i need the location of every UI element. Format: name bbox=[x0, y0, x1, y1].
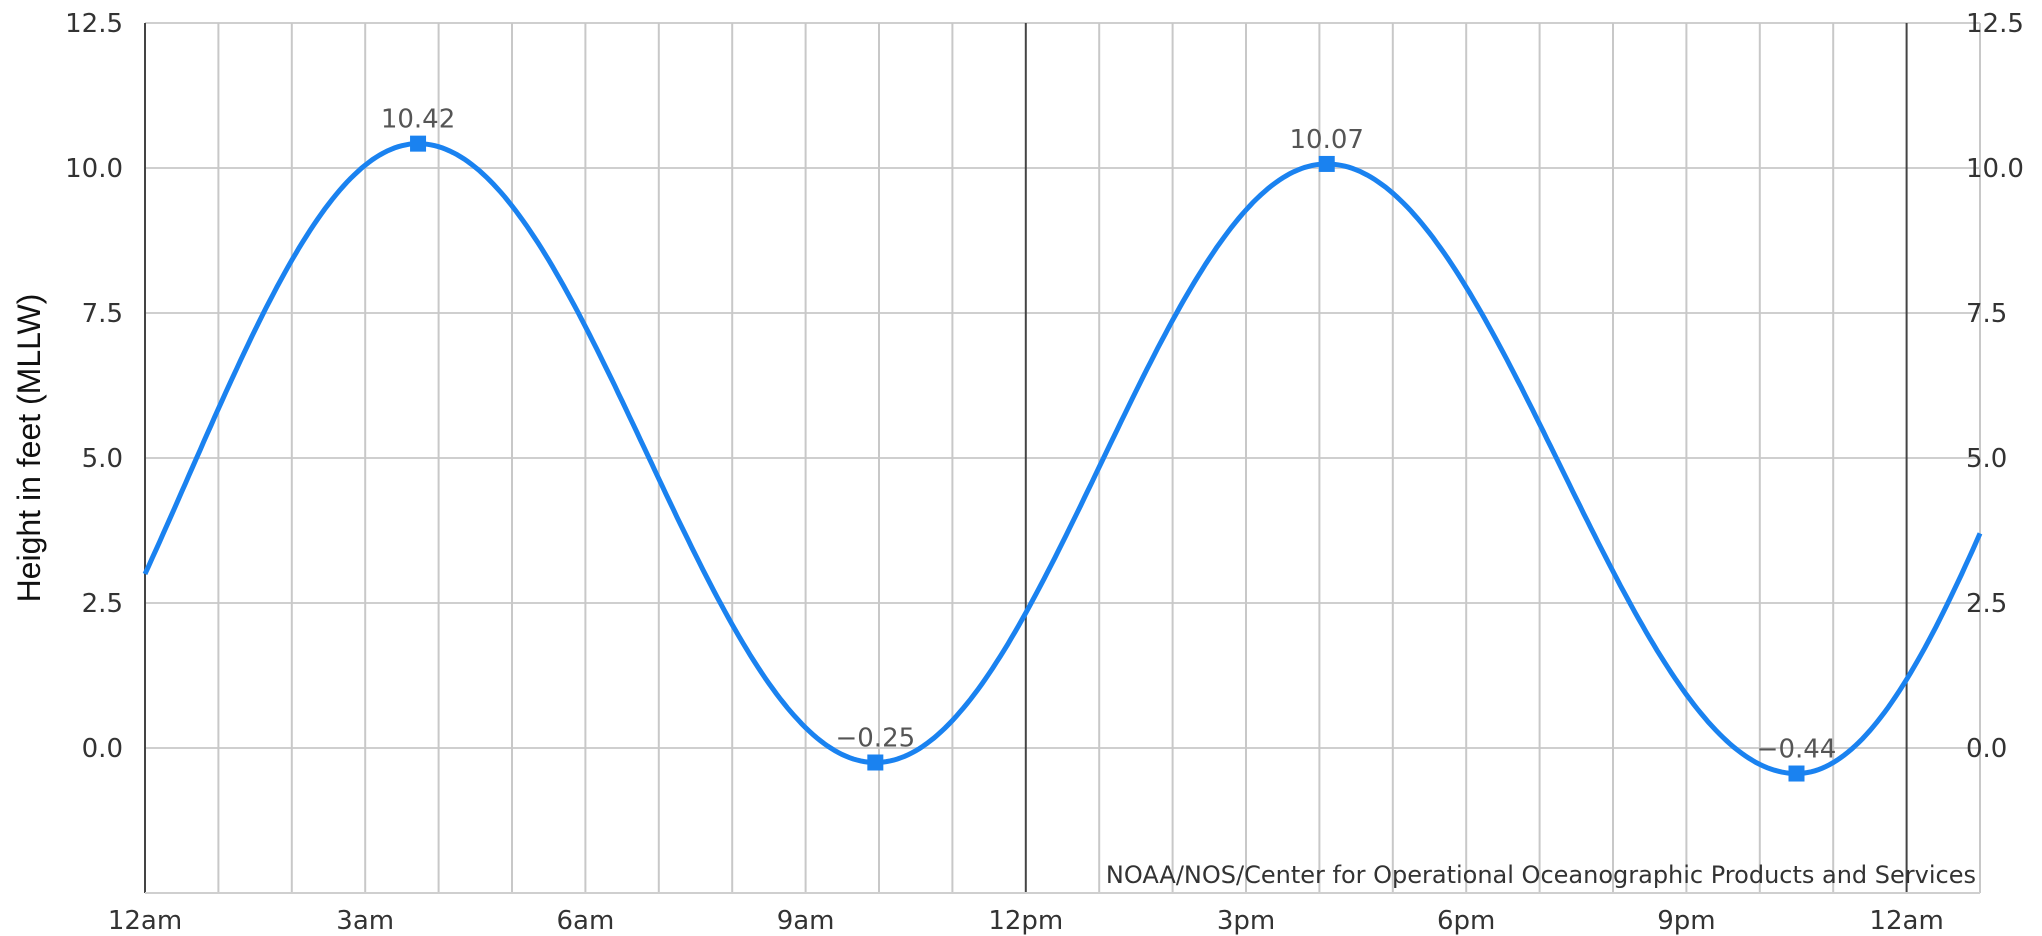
y-tick-label-right: 7.5 bbox=[1966, 299, 2007, 329]
chart-grid bbox=[144, 22, 1981, 894]
y-tick-label-right: 2.5 bbox=[1966, 589, 2007, 619]
y-tick-label-left: 0.0 bbox=[82, 734, 123, 764]
x-tick-label: 3am bbox=[336, 906, 394, 936]
x-tick-label: 3pm bbox=[1217, 906, 1275, 936]
x-tick-label: 12am bbox=[108, 906, 182, 936]
y-tick-label-right: 5.0 bbox=[1966, 444, 2007, 474]
y-tick-label-left: 10.0 bbox=[65, 154, 123, 184]
extreme-label: 10.07 bbox=[1290, 125, 1364, 155]
extreme-label: 10.42 bbox=[381, 105, 455, 135]
y-tick-label-left: 5.0 bbox=[82, 444, 123, 474]
chart-labels: 0.0 0.0 2.5 2.5 5.0 5.0 7.5 7.5 10.0 10.0 12.5 12.5… bbox=[65, 9, 2024, 936]
y-tick-label-left: 12.5 bbox=[65, 9, 123, 39]
extreme-marker bbox=[410, 135, 427, 152]
extreme-marker bbox=[1318, 155, 1335, 172]
credit-text: NOAA/NOS/Center for Operational Oceanogr… bbox=[1106, 861, 1976, 889]
chart-markers bbox=[410, 135, 1805, 782]
y-tick-label-left: 7.5 bbox=[82, 299, 123, 329]
x-tick-label: 9am bbox=[777, 906, 835, 936]
chart-series bbox=[142, 141, 1983, 777]
x-tick-label: 9pm bbox=[1657, 906, 1715, 936]
x-tick-label: 12am bbox=[1869, 906, 1943, 936]
y-tick-label-right: 0.0 bbox=[1966, 734, 2007, 764]
extreme-marker bbox=[867, 754, 884, 771]
x-tick-label: 12pm bbox=[988, 906, 1063, 936]
extreme-label: −0.44 bbox=[1757, 735, 1837, 765]
extreme-marker bbox=[1788, 765, 1805, 782]
y-axis-label: Height in feet (MLLW) bbox=[11, 294, 47, 603]
extreme-label: −0.25 bbox=[835, 724, 915, 754]
y-tick-label-left: 2.5 bbox=[82, 589, 123, 619]
tide-line bbox=[142, 141, 1983, 777]
x-tick-label: 6am bbox=[556, 906, 614, 936]
y-tick-label-right: 12.5 bbox=[1966, 9, 2024, 39]
y-tick-label-right: 10.0 bbox=[1966, 154, 2024, 184]
x-tick-label: 6pm bbox=[1437, 906, 1495, 936]
